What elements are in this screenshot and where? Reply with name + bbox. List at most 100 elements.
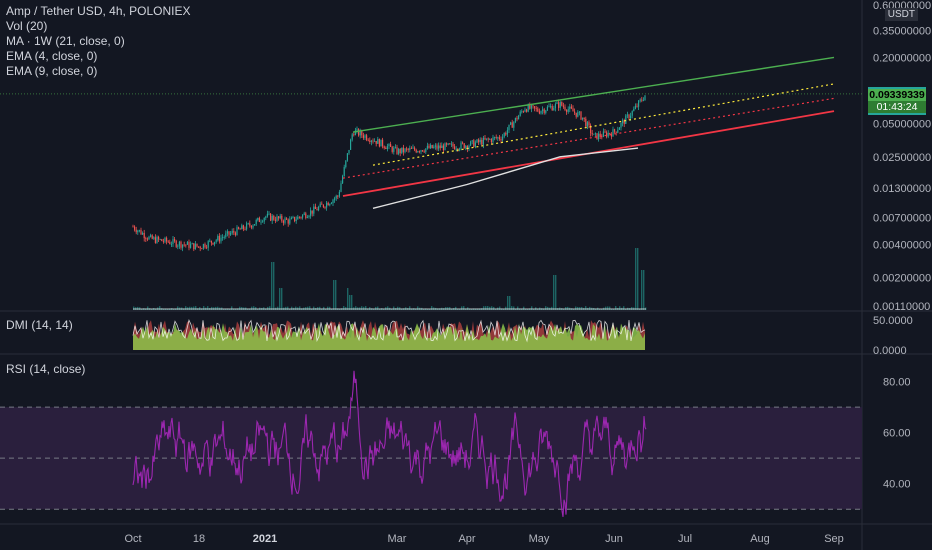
candle-body [159,239,161,241]
candle-body [558,102,560,108]
currency-badge[interactable]: USDT [884,8,918,21]
candle-body [601,136,603,138]
candle-body [588,122,590,126]
candle-body [230,233,232,235]
volume-bar [431,306,433,310]
candle-body [308,215,310,218]
candle-body [641,99,643,101]
candle-body [209,240,211,242]
candle-body [249,223,251,226]
candle-body [186,241,188,245]
rsi-tick-label: 80.00 [883,377,911,389]
vol-indicator-label[interactable]: Vol (20) [6,19,48,33]
candle-body [551,106,553,111]
candle-body [604,131,606,133]
candle-body [394,147,396,148]
volume-bar [589,306,591,310]
candle-body [247,223,249,225]
candle-body [614,129,616,132]
candle-body [415,149,417,153]
candle-body [158,237,160,240]
candle-body [505,133,507,135]
candle-body [622,120,624,123]
candle-body [410,148,412,150]
candle-body [516,117,518,120]
candle-body [246,223,248,230]
volume-bar [285,306,287,310]
candle-body [599,133,601,137]
candle-body [297,216,299,220]
candle-body [500,139,502,141]
channel-top-line [352,56,835,133]
candle-body [393,147,395,152]
candle-body [524,109,526,112]
candle-body [463,143,465,149]
candle-body [578,111,580,113]
candle-body [198,246,200,248]
volume-bar [553,275,555,310]
candle-body [593,133,595,135]
candle-body [388,144,390,147]
candle-body [138,229,140,231]
candle-body [382,139,384,147]
candle-body [385,147,387,150]
candle-body [276,216,278,221]
candle-body [134,226,136,230]
volume-bar [375,306,377,310]
candle-body [540,111,542,114]
candle-body [140,229,142,235]
candle-body [569,106,571,110]
volume-bar [607,306,609,310]
volume-bar [323,306,325,310]
ema9-indicator-label[interactable]: EMA (9, close, 0) [6,64,98,78]
ma-indicator-label[interactable]: MA · 1W (21, close, 0) [6,34,125,48]
candle-body [193,243,195,250]
volume-bar [327,306,329,310]
volume-bar [523,306,525,310]
candle-body [634,105,636,109]
candle-body [510,122,512,125]
candle-body [449,143,451,145]
dmi-title[interactable]: DMI (14, 14) [6,318,73,332]
candle-body [455,148,457,150]
candle-body [609,133,611,135]
candle-body [567,109,569,112]
price-tick-label: 0.01300000 [873,183,931,195]
candle-body [162,241,164,242]
candle-body [327,202,329,206]
candle-body [550,106,552,107]
volume-bar [277,306,279,310]
candle-body [372,140,374,142]
time-tick-label: 18 [193,533,205,545]
volume-bar [185,306,187,310]
candle-body [511,122,513,128]
time-tick-label: Jun [605,533,623,545]
volume-bar [565,306,567,310]
candle-body [310,210,312,216]
candle-body [340,183,342,192]
candle-body [178,241,180,246]
candle-body [498,137,500,140]
volume-bar [217,306,219,310]
candle-body [638,100,640,107]
volume-bar [463,306,465,310]
time-tick-label: Sep [824,533,844,545]
ema4-indicator-label[interactable]: EMA (4, close, 0) [6,49,98,63]
volume-bar [299,306,301,310]
symbol-title[interactable]: Amp / Tether USD, 4h, POLONIEX [6,4,191,18]
candle-body [369,140,371,142]
candle-body [481,139,483,145]
candle-body [513,122,515,128]
candle-body [639,99,641,101]
candle-body [278,216,280,219]
candle-body [366,135,368,140]
volume-bar [499,306,501,310]
rsi-title[interactable]: RSI (14, close) [6,362,86,376]
candle-body [226,231,228,234]
candle-body [361,130,363,136]
candle-body [506,130,508,135]
candle-body [132,226,134,228]
volume-bar [641,270,643,310]
candle-body [607,133,609,137]
